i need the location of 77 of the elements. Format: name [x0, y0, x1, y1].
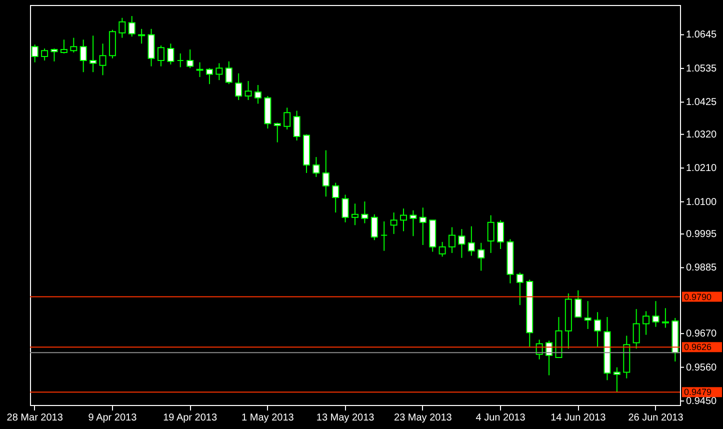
candlestick: [225, 60, 232, 85]
candlestick: [342, 194, 349, 223]
candlestick: [458, 228, 466, 258]
candlestick: [80, 39, 87, 73]
candlestick: [352, 203, 358, 226]
candlestick: [118, 17, 126, 38]
x-tick-label: 26 Jun 2013: [628, 412, 684, 424]
candlestick: [632, 308, 640, 350]
y-tick-label: 1.0320: [686, 129, 718, 140]
candlestick: [206, 68, 213, 85]
candlestick: [186, 48, 194, 69]
candlestick: [50, 48, 58, 62]
candlestick: [293, 110, 300, 141]
y-tick-label: 1.0100: [686, 196, 718, 208]
x-tick-label: 23 May 2013: [394, 412, 452, 424]
candlestick: [380, 220, 388, 252]
candlestick: [90, 35, 97, 73]
y-tick-label: 1.0425: [686, 97, 718, 108]
candlestick: [468, 226, 475, 256]
x-tick-label: 19 Apr 2013: [163, 412, 218, 424]
candlestick: [594, 312, 602, 348]
candlestick: [390, 212, 398, 234]
candlestick: [128, 16, 136, 38]
candlestick: [516, 272, 524, 306]
candlestick: [99, 43, 106, 76]
y-tick-label: 0.9670: [686, 328, 718, 340]
y-tick-label: 0.9885: [686, 262, 718, 274]
candlestick: [157, 44, 164, 67]
candlestick: [497, 220, 504, 250]
candlestick: [235, 72, 242, 101]
candlestick: [574, 290, 582, 318]
candlestick: [216, 62, 223, 81]
candlestick: [244, 80, 252, 101]
candlestick: [662, 308, 669, 328]
candlestick: [652, 300, 660, 328]
x-tick-label: 13 May 2013: [316, 412, 375, 424]
x-tick-label: 28 Mar 2013: [6, 412, 64, 424]
candlestick: [332, 182, 340, 214]
y-tick-label: 1.0210: [686, 163, 718, 174]
candlestick: [322, 150, 330, 198]
y-tick-label: 0.9560: [686, 362, 718, 374]
candlestick: [642, 310, 650, 336]
candlestick: [60, 39, 68, 54]
candlestick: [274, 122, 281, 143]
candlestick: [487, 214, 494, 254]
candlestick: [478, 242, 485, 272]
x-tick-label: 9 Apr 2013: [88, 412, 138, 424]
candlestick: [419, 207, 426, 246]
ref-line-label: 0.9626: [684, 342, 712, 352]
y-tick-label: 1.0645: [686, 30, 718, 41]
candlestick: [176, 52, 184, 68]
candlestick: [196, 62, 204, 78]
ref-line-label: 0.9790: [684, 292, 712, 302]
candlestick: [370, 214, 378, 241]
x-tick-label: 14 Jun 2013: [550, 412, 606, 424]
candlestick: [613, 366, 620, 393]
candlestick: [584, 300, 592, 330]
candlestick: [41, 48, 48, 61]
candlestick: [438, 241, 446, 258]
candlestick: [361, 200, 368, 224]
candlestick: [448, 226, 456, 254]
candlestick: [410, 210, 417, 237]
candlestick: [400, 208, 408, 232]
ref-line-label: 0.9479: [684, 387, 712, 398]
y-tick-label: 1.0535: [686, 63, 718, 74]
candlestick: [70, 37, 78, 54]
candlestick: [284, 107, 291, 130]
candlestick: [254, 84, 262, 104]
candlestick: [108, 29, 116, 59]
candlestick: [312, 156, 320, 178]
x-tick-label: 1 May 2013: [242, 412, 294, 424]
candlestick: [167, 43, 174, 65]
y-tick-label: 0.9995: [686, 228, 718, 240]
y-tick-label: 0.9450: [686, 396, 718, 408]
candlestick: [138, 28, 146, 44]
x-tick-label: 4 Jun 2013: [476, 412, 526, 424]
candlestick: [148, 28, 155, 67]
